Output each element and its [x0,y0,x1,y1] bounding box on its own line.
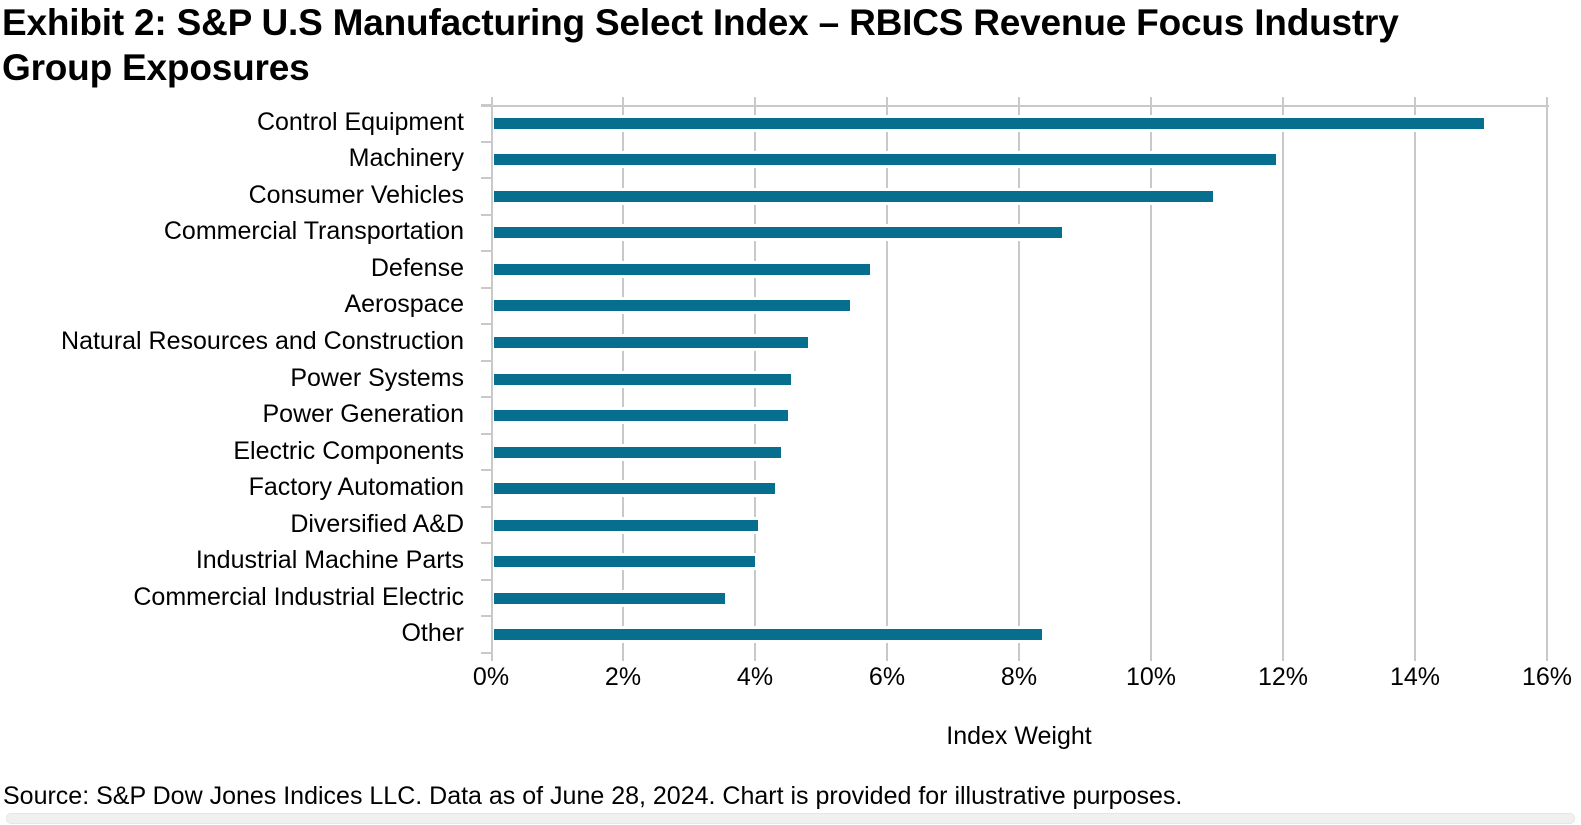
gridline [1546,97,1548,661]
category-tick [481,505,491,508]
chart-title-line1: Exhibit 2: S&P U.S Manufacturing Select … [2,2,1399,43]
bar [494,190,1214,202]
category-tick [481,359,491,362]
category-label: Power Systems [290,363,464,392]
bar [494,227,1062,239]
gridline [1282,97,1284,661]
value-axis-tick-label: 14% [1389,663,1441,691]
gridline [1414,97,1416,661]
bar [494,556,755,568]
value-axis-tick-label: 2% [604,663,642,691]
bar [494,263,871,275]
category-tick [481,578,491,581]
category-axis-line [491,97,493,661]
category-label: Commercial Industrial Electric [133,582,464,611]
value-axis-tick-label: 4% [736,663,774,691]
category-label: Defense [370,253,464,282]
category-tick [481,432,491,435]
category-label: Machinery [348,144,464,173]
category-label: Industrial Machine Parts [195,546,464,575]
category-tick [481,140,491,143]
bar [494,592,725,604]
value-axis-tick-label: 12% [1257,663,1309,691]
value-axis-tick-label: 0% [472,663,510,691]
bar [494,336,808,348]
value-axis-tick-label: 10% [1125,663,1177,691]
category-tick [481,323,491,326]
bar [494,629,1042,641]
category-tick [481,469,491,472]
category-tick [481,250,491,253]
gridline [1018,97,1020,661]
category-label: Power Generation [262,400,464,429]
bar [494,300,851,312]
source-note: Source: S&P Dow Jones Indices LLC. Data … [3,782,1183,810]
category-tick [481,615,491,618]
bar [494,446,782,458]
chart-title-line2: Group Exposures [2,47,310,88]
category-tick [481,396,491,399]
value-axis-tick-label: 16% [1521,663,1573,691]
category-label: Diversified A&D [290,509,464,538]
bar [494,373,791,385]
category-tick [481,213,491,216]
gridline [886,97,888,661]
category-tick [481,177,491,180]
category-label: Commercial Transportation [163,217,464,246]
bar [494,117,1484,129]
category-label: Consumer Vehicles [248,180,464,209]
gridline [1150,97,1152,661]
chart-title: Exhibit 2: S&P U.S Manufacturing Select … [2,0,1572,90]
plot-top-border [481,105,1549,107]
bar [494,519,758,531]
category-label: Control Equipment [256,107,464,136]
category-label: Electric Components [233,436,464,465]
category-tick [481,104,491,106]
value-axis-tick-label: 6% [868,663,906,691]
bar-chart: Control Equipment Machinery Consumer Vehic… [0,97,1573,750]
category-label: Other [401,619,464,648]
category-tick [481,286,491,289]
category-axis-labels: Control Equipment Machinery Consumer Vehic… [0,105,464,653]
category-tick [481,542,491,545]
category-label: Aerospace [344,290,464,319]
bar [494,483,775,495]
bar [494,154,1277,166]
bar [494,410,788,422]
value-axis-title: Index Weight [946,722,1092,750]
plot-area [481,97,1549,661]
value-axis-tick-label: 8% [1000,663,1038,691]
category-label: Natural Resources and Construction [61,326,464,355]
horizontal-scrollbar[interactable] [6,813,1575,824]
category-tick [481,652,491,654]
category-label: Factory Automation [248,473,464,502]
